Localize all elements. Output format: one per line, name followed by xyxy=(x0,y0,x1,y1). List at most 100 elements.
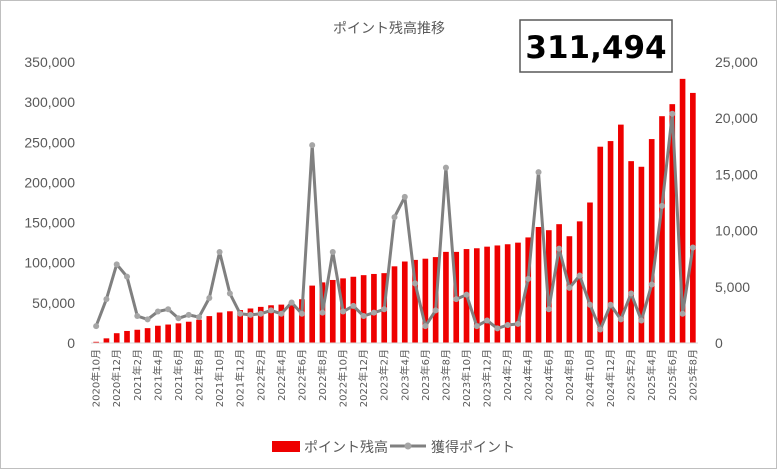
x-tick-label: 2023年2月 xyxy=(378,349,391,401)
point-earned-41 xyxy=(514,320,521,327)
y-left-tick-label: 0 xyxy=(67,335,75,351)
legend-label-balance: ポイント残高 xyxy=(304,439,388,456)
x-tick-label: 2024年2月 xyxy=(501,349,514,401)
point-earned-5 xyxy=(144,316,151,323)
legend: ポイント残高 獲得ポイント xyxy=(272,439,515,456)
x-tick-label: 2021年6月 xyxy=(172,349,185,401)
x-tick-label: 2024年8月 xyxy=(563,349,576,401)
point-earned-29 xyxy=(391,214,398,221)
point-earned-51 xyxy=(617,316,624,323)
point-earned-58 xyxy=(689,244,696,251)
bar-balance-37 xyxy=(473,248,480,343)
bar-balance-0 xyxy=(93,341,99,343)
point-earned-31 xyxy=(412,280,419,287)
bar-balance-52 xyxy=(628,161,634,343)
bar-balance-11 xyxy=(206,316,213,343)
bar-balance-31 xyxy=(412,259,418,343)
bar-balance-45 xyxy=(556,224,562,343)
x-tick-label: 2022年8月 xyxy=(316,349,329,401)
y-right-tick-label: 15,000 xyxy=(715,166,758,182)
x-tick-label: 2024年10月 xyxy=(583,349,596,407)
point-earned-57 xyxy=(679,310,686,317)
point-earned-38 xyxy=(484,317,491,324)
bar-balance-16 xyxy=(257,306,264,343)
x-tick-label: 2021年8月 xyxy=(193,349,206,401)
point-earned-37 xyxy=(473,323,480,330)
point-earned-44 xyxy=(545,306,552,313)
x-tick-label: 2025年6月 xyxy=(666,349,679,401)
point-earned-28 xyxy=(381,306,388,313)
x-tick-label: 2023年6月 xyxy=(419,349,432,401)
y-left-tick-label: 100,000 xyxy=(24,255,75,271)
x-tick-label: 2021年12月 xyxy=(234,349,247,407)
x-tick-label: 2020年12月 xyxy=(110,349,123,407)
bar-balance-18 xyxy=(278,304,285,343)
point-earned-39 xyxy=(494,325,501,332)
point-earned-12 xyxy=(216,248,223,255)
point-earned-21 xyxy=(309,142,316,149)
bar-balance-39 xyxy=(494,245,501,343)
bar-balance-49 xyxy=(597,146,604,343)
bar-balance-7 xyxy=(165,324,171,343)
x-tick-label: 2021年10月 xyxy=(213,349,226,407)
x-tick-label: 2022年4月 xyxy=(275,349,288,401)
point-earned-27 xyxy=(370,309,377,316)
x-tick-label: 2025年2月 xyxy=(625,349,638,401)
bar-balance-25 xyxy=(350,276,357,343)
x-tick-label: 2021年4月 xyxy=(151,349,164,401)
legend-label-earned: 獲得ポイント xyxy=(431,439,515,456)
point-earned-34 xyxy=(442,164,449,171)
axes-layer: 0 50,000 100,000 150,000 200,000 250,000 300,0… xyxy=(24,54,758,407)
point-earned-40 xyxy=(504,322,511,329)
bar-balance-10 xyxy=(196,319,202,343)
bar-balance-58 xyxy=(690,92,696,343)
y-left-tick-label: 300,000 xyxy=(24,94,75,110)
bar-balance-27 xyxy=(371,273,377,343)
x-tick-label: 2025年8月 xyxy=(686,349,699,401)
point-earned-36 xyxy=(463,291,470,298)
bar-balance-55 xyxy=(659,116,665,343)
chart-title: ポイント残高推移 xyxy=(333,20,445,37)
point-earned-10 xyxy=(196,314,203,321)
point-earned-1 xyxy=(103,296,110,303)
point-earned-33 xyxy=(432,307,439,314)
point-earned-0 xyxy=(93,323,100,330)
point-earned-50 xyxy=(607,301,614,308)
bar-balance-9 xyxy=(185,321,192,343)
point-earned-52 xyxy=(628,290,635,297)
point-earned-46 xyxy=(566,284,573,291)
x-tick-label: 2022年10月 xyxy=(337,349,350,407)
y-left-tick-label: 200,000 xyxy=(24,174,75,190)
y-right-tick-label: 10,000 xyxy=(715,223,758,239)
point-earned-2 xyxy=(113,261,120,268)
x-tick-label: 2023年8月 xyxy=(439,349,452,401)
total-callout: 311,494 xyxy=(519,19,673,73)
x-tick-label: 2020年10月 xyxy=(90,349,103,407)
point-earned-53 xyxy=(638,317,645,324)
x-tick-label: 2022年6月 xyxy=(295,349,308,401)
x-tick-label: 2023年12月 xyxy=(481,349,494,407)
bar-balance-21 xyxy=(309,285,316,343)
y-left-tick-label: 50,000 xyxy=(32,295,75,311)
point-earned-48 xyxy=(586,301,593,308)
point-earned-14 xyxy=(237,310,244,317)
point-earned-32 xyxy=(422,323,429,330)
bar-balance-57 xyxy=(679,78,686,344)
bar-balance-44 xyxy=(545,230,552,343)
bar-balance-1 xyxy=(103,338,110,343)
y-left-tick-label: 150,000 xyxy=(24,215,75,231)
point-earned-16 xyxy=(257,310,264,317)
bar-balance-3 xyxy=(124,330,130,343)
bar-balance-30 xyxy=(401,261,408,343)
point-earned-13 xyxy=(226,290,233,297)
bar-balance-2 xyxy=(113,333,120,343)
x-tick-label: 2022年2月 xyxy=(254,349,267,401)
x-tick-label: 2023年4月 xyxy=(398,349,411,401)
bar-balance-17 xyxy=(268,305,274,343)
point-earned-26 xyxy=(360,313,367,320)
bar-balance-43 xyxy=(535,226,542,343)
y-left-tick-label: 250,000 xyxy=(24,134,75,150)
x-tick-label: 2025年4月 xyxy=(645,349,658,401)
point-earned-54 xyxy=(648,281,655,288)
